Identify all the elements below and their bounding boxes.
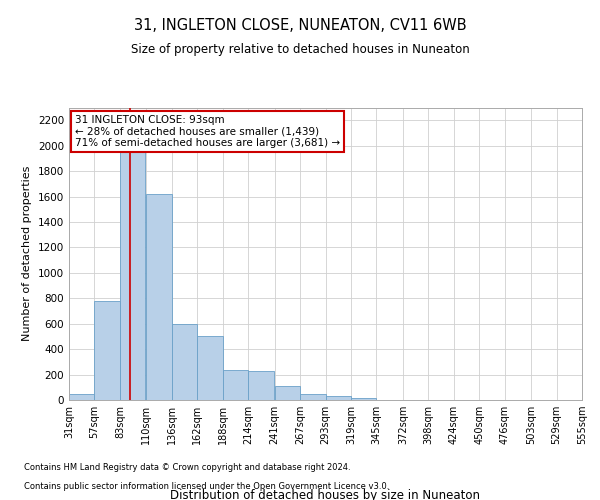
Text: 31 INGLETON CLOSE: 93sqm
← 28% of detached houses are smaller (1,439)
71% of sem: 31 INGLETON CLOSE: 93sqm ← 28% of detach… (75, 115, 340, 148)
Bar (275, 386, 300, 400)
Bar (94, 301, 120, 400)
Text: Contains public sector information licensed under the Open Government Licence v3: Contains public sector information licen… (24, 482, 389, 491)
Bar (351, 398, 376, 400)
Bar (300, 394, 325, 400)
Bar (69, 394, 94, 400)
Bar (172, 324, 197, 400)
Y-axis label: Number of detached properties: Number of detached properties (22, 166, 32, 342)
Bar (325, 396, 351, 400)
Text: Contains HM Land Registry data © Crown copyright and database right 2024.: Contains HM Land Registry data © Crown c… (24, 464, 350, 472)
Text: 31, INGLETON CLOSE, NUNEATON, CV11 6WB: 31, INGLETON CLOSE, NUNEATON, CV11 6WB (134, 18, 466, 32)
Bar (120, 140, 145, 400)
Text: Size of property relative to detached houses in Nuneaton: Size of property relative to detached ho… (131, 42, 469, 56)
Bar (197, 336, 223, 400)
Bar (223, 370, 248, 400)
Bar (248, 371, 274, 400)
Bar (146, 194, 172, 400)
X-axis label: Distribution of detached houses by size in Nuneaton: Distribution of detached houses by size … (170, 489, 481, 500)
